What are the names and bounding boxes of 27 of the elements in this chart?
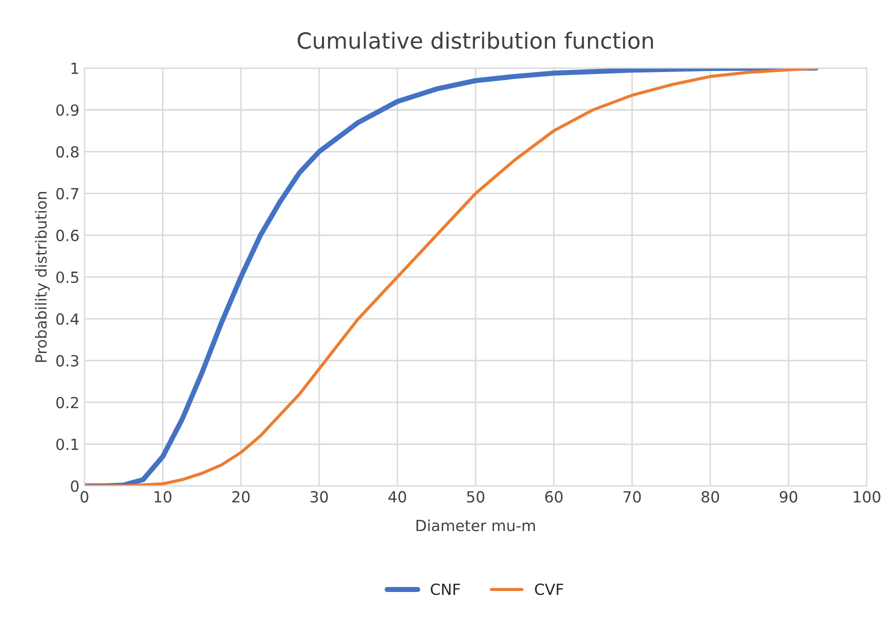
x-tick-label: 80 (702, 491, 720, 503)
x-tick-label: 10 (154, 491, 172, 503)
legend-label: CNF (430, 584, 460, 596)
y-tick-label: 0.2 (56, 396, 78, 408)
y-axis-title: Probability distribution (34, 192, 50, 362)
x-tick-label: 50 (467, 491, 484, 503)
y-tick-label: 0.7 (56, 188, 78, 200)
x-tick-label: 100 (854, 491, 880, 503)
x-tick-label: 60 (545, 491, 563, 503)
y-tick-label: 0.8 (56, 146, 79, 158)
x-tick-label: 0 (80, 491, 88, 503)
y-tick-label: 0.3 (56, 355, 78, 367)
y-tick-label: 1 (72, 62, 78, 74)
x-tick-label: 70 (624, 491, 641, 503)
y-tick-label: 0.6 (56, 230, 79, 242)
y-tick-label: 0.9 (56, 104, 79, 116)
legend-label: CVF (535, 584, 564, 596)
y-tick-label: 0 (70, 480, 79, 492)
y-tick-label: 0.5 (56, 271, 78, 284)
y-tick-label: 0.4 (56, 313, 79, 325)
x-tick-label: 30 (310, 491, 328, 503)
x-tick-label: 20 (232, 491, 250, 503)
chart-title: Cumulative distribution function (298, 32, 653, 49)
y-tick-label: 0.1 (56, 438, 78, 450)
x-tick-label: 90 (780, 491, 798, 503)
x-axis-title: Diameter mu-m (416, 519, 535, 532)
x-tick-label: 40 (388, 491, 406, 503)
